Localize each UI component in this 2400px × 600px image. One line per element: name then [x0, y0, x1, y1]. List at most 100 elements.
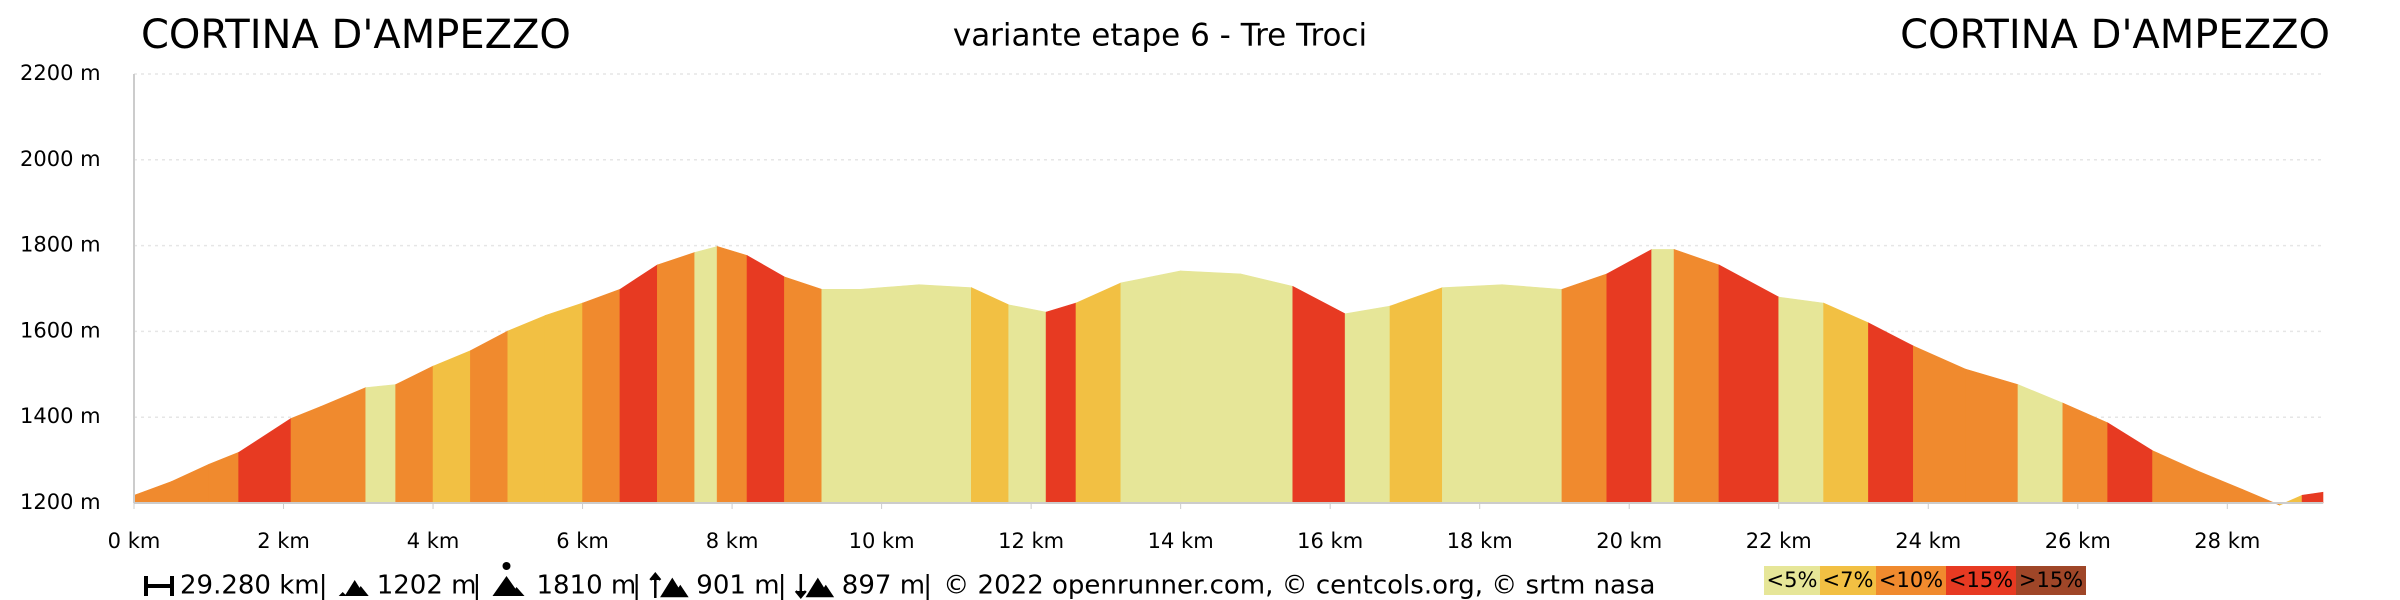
profile-segment [208, 451, 239, 504]
x-tick-label: 8 km [706, 529, 759, 553]
profile-segment [619, 264, 658, 504]
profile-segment [320, 387, 367, 504]
legend-label: >15% [2019, 568, 2083, 592]
icon-up [649, 572, 689, 598]
legend-label: <10% [1879, 568, 1943, 592]
profile-segment [858, 284, 920, 504]
profile-segment [784, 276, 823, 504]
profile-segment [971, 287, 1010, 504]
x-tick-label: 0 km [108, 529, 161, 553]
profile-segment [1045, 302, 1077, 504]
profile-segment [1442, 284, 1503, 504]
y-tick-label: 1400 m [20, 404, 101, 428]
x-tick-label: 10 km [849, 529, 915, 553]
x-tick-label: 18 km [1447, 529, 1513, 553]
profile-segment [133, 481, 172, 504]
profile-segment [1965, 368, 2019, 504]
x-tick-label: 2 km [257, 529, 310, 553]
title-right: CORTINA D'AMPEZZO [1900, 12, 2330, 58]
profile-segment [1501, 284, 1563, 504]
profile-segment [1344, 305, 1391, 504]
profile-segment [1008, 304, 1047, 504]
profile-segment [1778, 296, 1824, 504]
profile-segment [1389, 287, 1443, 504]
profile-segment [365, 384, 396, 504]
profile-segment [2062, 402, 2108, 504]
profile-segment [544, 302, 583, 504]
profile-segment [238, 417, 292, 504]
stat-value: 901 m [696, 571, 779, 600]
x-tick-label: 24 km [1895, 529, 1961, 553]
stat-value: 1810 m [537, 571, 637, 600]
legend-label: <15% [1949, 568, 2013, 592]
profile-segment [507, 315, 546, 504]
separator: | [319, 571, 328, 600]
stat-value: 1202 m [377, 571, 477, 600]
profile-segment [2301, 491, 2324, 504]
icon-max-dot [502, 562, 511, 570]
y-tick-label: 1600 m [20, 318, 101, 342]
x-tick-label: 22 km [1746, 529, 1812, 553]
separator: | [923, 571, 932, 600]
profile-segment [1240, 273, 1294, 504]
profile-segment [470, 330, 509, 504]
profile-segment [2107, 422, 2153, 504]
legend-swatch [1946, 566, 2016, 595]
profile-segment [1120, 270, 1181, 504]
x-tick-label: 4 km [407, 529, 460, 553]
x-tick-label: 14 km [1148, 529, 1214, 553]
legend-label: <5% [1767, 568, 1818, 592]
profile-segment [171, 463, 210, 504]
icon-min [338, 580, 369, 596]
profile-segment [1180, 270, 1241, 504]
profile-segment [2197, 470, 2243, 504]
profile-segment [1292, 285, 1346, 504]
separator: | [473, 571, 482, 600]
legend-swatch [2016, 566, 2086, 595]
legend-swatch [1764, 566, 1820, 595]
legend-swatch [1820, 566, 1876, 595]
credits: © 2022 openrunner.com, © centcols.org, ©… [943, 571, 1655, 600]
separator: | [632, 571, 641, 600]
profile-segment [1718, 264, 1780, 504]
x-tick-label: 28 km [2194, 529, 2260, 553]
profile-segment [2152, 450, 2198, 504]
profile-segment [290, 406, 322, 504]
profile-segment [1561, 273, 1608, 504]
icon-distance [144, 576, 174, 596]
legend-swatch [1876, 566, 1946, 595]
x-tick-label: 12 km [998, 529, 1064, 553]
x-tick-label: 16 km [1297, 529, 1363, 553]
profile-segment [657, 252, 696, 504]
profile-segment [694, 246, 718, 504]
chart-title: variante etape 6 - Tre Troci [953, 18, 1367, 54]
separator: | [778, 571, 787, 600]
stat-value: 29.280 km [180, 571, 320, 600]
profile-segment [1075, 282, 1122, 504]
profile-segment [432, 350, 471, 504]
profile-segment [746, 254, 785, 504]
profile-segment [918, 284, 972, 504]
profile-segment [582, 288, 621, 504]
x-tick-label: 20 km [1596, 529, 1662, 553]
x-tick-label: 26 km [2045, 529, 2111, 553]
profile-segment [1913, 345, 1966, 504]
icon-down [794, 574, 835, 599]
profile-segment [1823, 302, 1869, 504]
y-tick-label: 2200 m [20, 61, 101, 85]
profile-segment [821, 289, 860, 504]
profile-segment [1606, 248, 1652, 504]
y-tick-label: 2000 m [20, 147, 101, 171]
profile-segment [2017, 384, 2064, 504]
title-left: CORTINA D'AMPEZZO [141, 12, 571, 58]
stat-value: 897 m [842, 571, 925, 600]
icon-max [492, 576, 525, 596]
x-tick-label: 6 km [556, 529, 609, 553]
profile-segment [395, 365, 434, 504]
profile-segment [1651, 249, 1675, 504]
profile-segment [1868, 322, 1914, 504]
stat-icons [144, 562, 835, 599]
legend-label: <7% [1823, 568, 1874, 592]
profile-segment [716, 246, 748, 504]
